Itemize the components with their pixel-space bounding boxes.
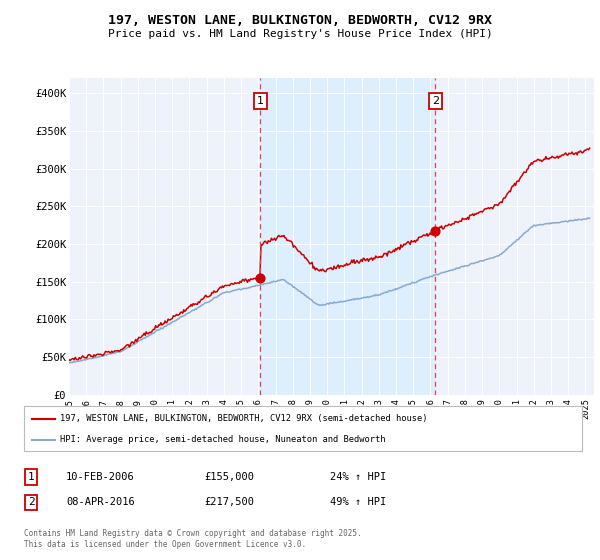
Text: 1: 1 bbox=[28, 472, 35, 482]
Text: 10-FEB-2006: 10-FEB-2006 bbox=[66, 472, 135, 482]
Text: 197, WESTON LANE, BULKINGTON, BEDWORTH, CV12 9RX (semi-detached house): 197, WESTON LANE, BULKINGTON, BEDWORTH, … bbox=[60, 414, 428, 423]
Text: 24% ↑ HPI: 24% ↑ HPI bbox=[330, 472, 386, 482]
Text: 49% ↑ HPI: 49% ↑ HPI bbox=[330, 497, 386, 507]
Text: 08-APR-2016: 08-APR-2016 bbox=[66, 497, 135, 507]
Point bbox=[430, 226, 440, 235]
Point bbox=[256, 273, 265, 282]
Text: 2: 2 bbox=[432, 96, 439, 106]
Text: HPI: Average price, semi-detached house, Nuneaton and Bedworth: HPI: Average price, semi-detached house,… bbox=[60, 435, 386, 444]
Text: £217,500: £217,500 bbox=[204, 497, 254, 507]
Text: 197, WESTON LANE, BULKINGTON, BEDWORTH, CV12 9RX: 197, WESTON LANE, BULKINGTON, BEDWORTH, … bbox=[108, 14, 492, 27]
Text: 1: 1 bbox=[257, 96, 264, 106]
Text: £155,000: £155,000 bbox=[204, 472, 254, 482]
Text: Contains HM Land Registry data © Crown copyright and database right 2025.
This d: Contains HM Land Registry data © Crown c… bbox=[24, 529, 362, 549]
Text: 2: 2 bbox=[28, 497, 35, 507]
Text: Price paid vs. HM Land Registry's House Price Index (HPI): Price paid vs. HM Land Registry's House … bbox=[107, 29, 493, 39]
Bar bbox=[260, 78, 435, 395]
